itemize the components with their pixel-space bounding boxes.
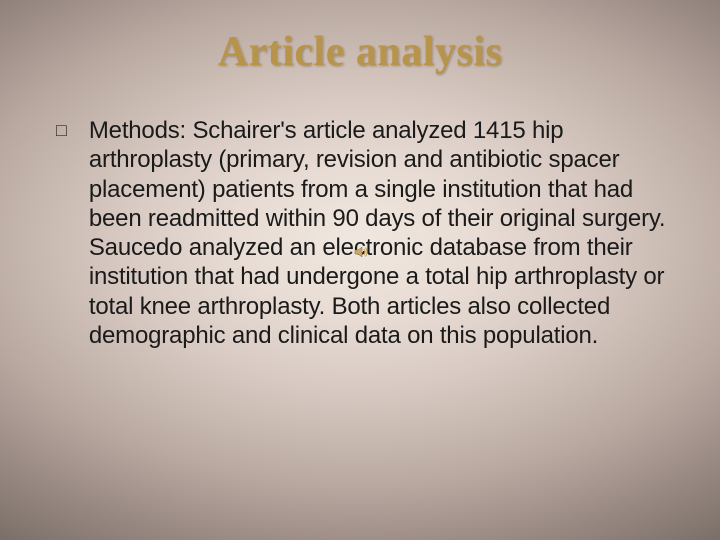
slide-container: Article analysis □ Methods: Schairer's a… [0, 0, 720, 540]
body-container: □ Methods: Schairer's article analyzed 1… [50, 116, 670, 350]
bullet-marker: □ [56, 121, 67, 139]
speaker-icon-svg [353, 244, 369, 260]
sound-icon[interactable] [353, 244, 369, 260]
slide-title: Article analysis [50, 28, 670, 76]
body-text: Methods: Schairer's article analyzed 141… [89, 116, 670, 350]
